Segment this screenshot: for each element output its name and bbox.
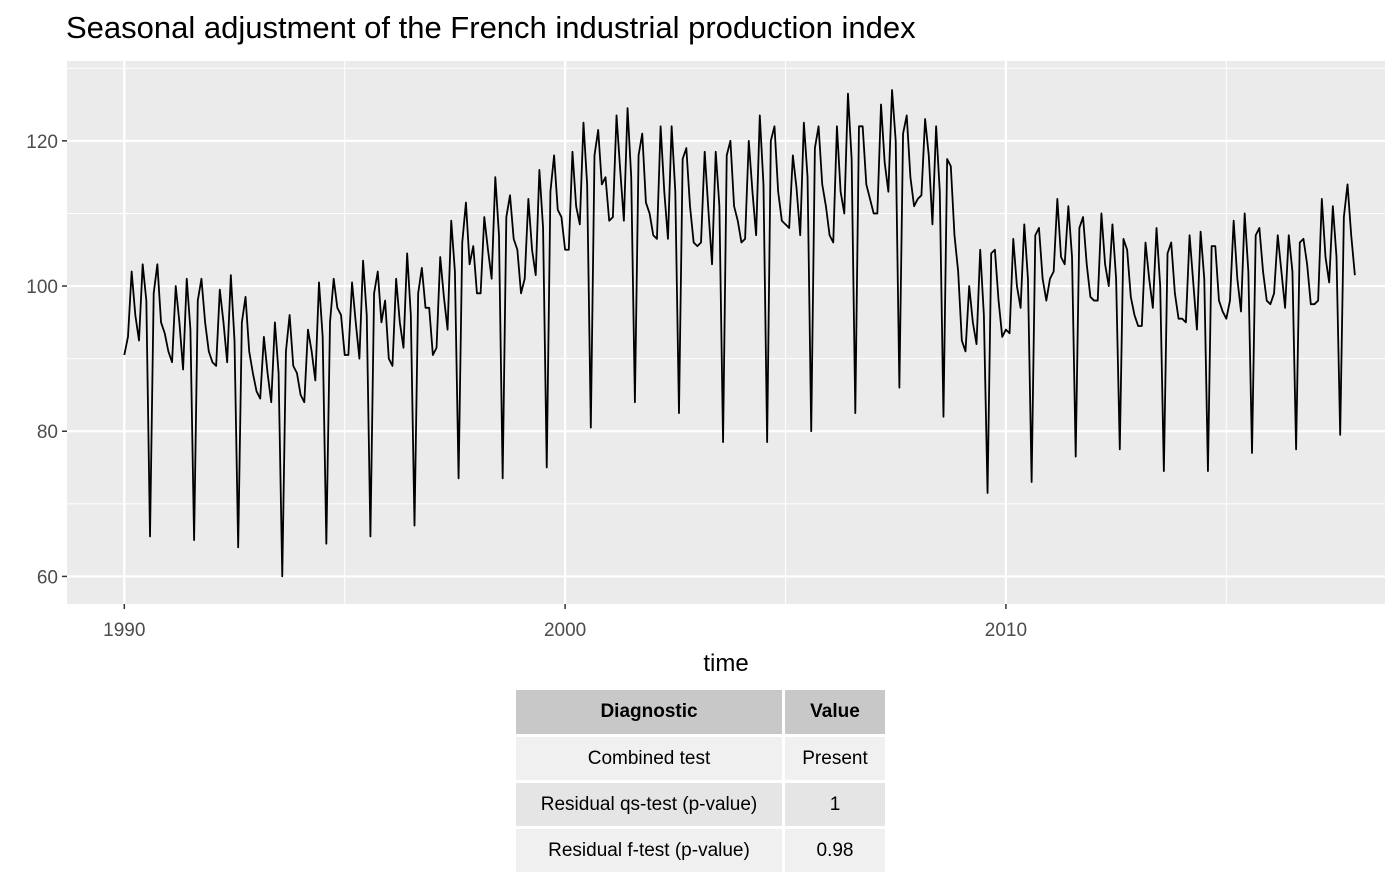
series-layer [123, 89, 1356, 578]
header-value: Value [785, 690, 885, 734]
x-tick-label: 2010 [985, 620, 1027, 641]
series-line [123, 89, 1356, 578]
axis-ticks [62, 140, 1007, 609]
diagnostics-table: Diagnostic Value Combined test Present R… [513, 687, 888, 875]
plot-panel [67, 61, 1385, 604]
table-header-row: Diagnostic Value [516, 690, 885, 734]
y-tick-label: 60 [37, 567, 58, 588]
tick-labels: 1990 2000 2010 60 80 100 120 [26, 132, 1027, 641]
grid-major [67, 61, 1385, 604]
y-tick-label: 80 [37, 422, 58, 443]
header-diagnostic: Diagnostic [516, 690, 782, 734]
table-row: Residual qs-test (p-value) 1 [516, 783, 885, 826]
diagnostic-cell: Combined test [516, 737, 782, 780]
x-tick-label: 2000 [544, 620, 586, 641]
x-axis-title: time [703, 650, 748, 677]
y-tick-label: 100 [26, 277, 58, 298]
value-cell: 1 [785, 783, 885, 826]
y-tick-label: 120 [26, 132, 58, 153]
diagnostic-cell: Residual qs-test (p-value) [516, 783, 782, 826]
x-tick-label: 1990 [103, 620, 145, 641]
value-cell: Present [785, 737, 885, 780]
table-row: Combined test Present [516, 737, 885, 780]
diagnostic-cell: Residual f-test (p-value) [516, 829, 782, 872]
value-cell: 0.98 [785, 829, 885, 872]
chart-title: Seasonal adjustment of the French indust… [66, 10, 916, 45]
table-row: Residual f-test (p-value) 0.98 [516, 829, 885, 872]
